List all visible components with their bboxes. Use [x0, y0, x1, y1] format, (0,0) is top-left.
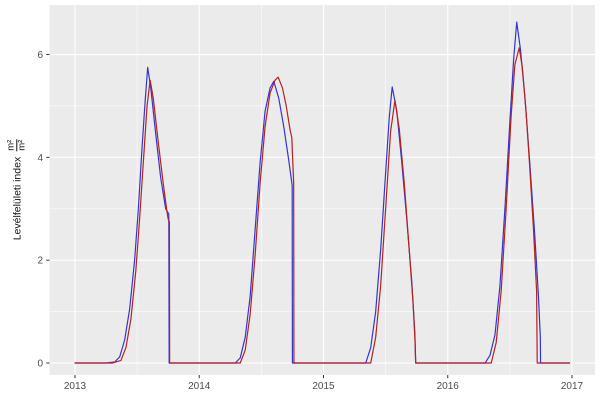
x-tick-label: 2014	[188, 381, 211, 392]
x-tick-label: 2016	[437, 381, 460, 392]
plot-panel	[49, 5, 595, 375]
unit-denominator: m²	[16, 139, 28, 151]
y-tick-label: 0	[37, 359, 43, 370]
y-axis-label-text: Levélfelületi index	[11, 156, 23, 241]
y-axis-unit-fraction: m² m²	[5, 139, 28, 151]
y-tick-label: 2	[37, 256, 43, 267]
y-axis-label: Levélfelületi index m² m²	[5, 139, 28, 241]
x-tick-label: 2015	[312, 381, 335, 392]
y-tick-label: 4	[37, 153, 43, 164]
series-blue-line	[74, 21, 571, 364]
unit-numerator: m²	[5, 139, 17, 151]
x-tick-label: 2013	[64, 381, 87, 392]
x-tick-label: 2017	[561, 381, 584, 392]
series-red-line	[74, 47, 571, 364]
y-tick-label: 6	[37, 50, 43, 61]
